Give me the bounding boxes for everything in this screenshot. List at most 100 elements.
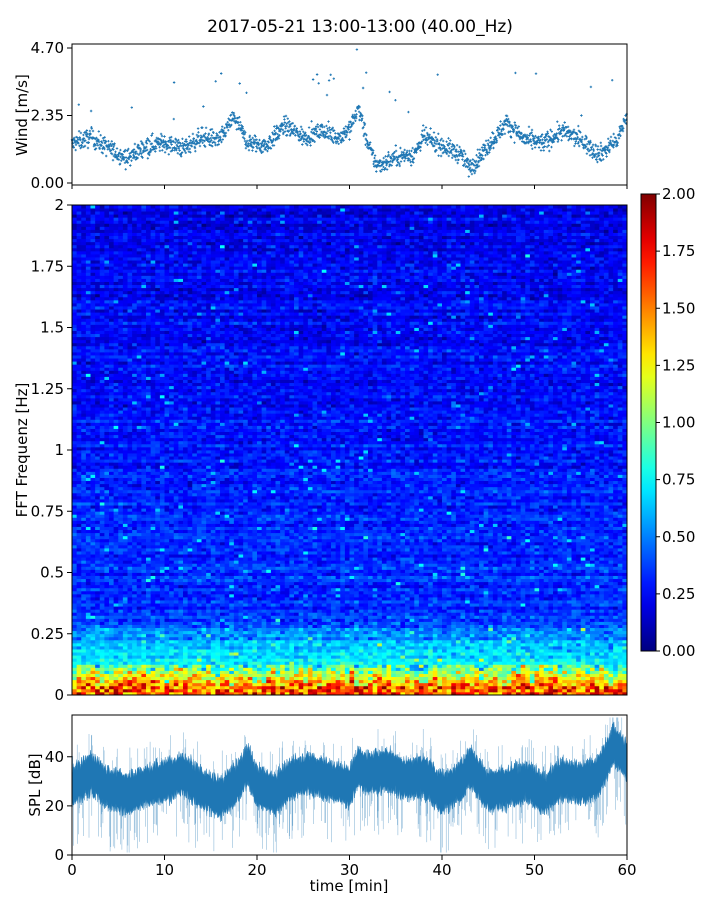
spectrogram-cell <box>303 579 308 582</box>
spectrogram-cell <box>474 643 479 646</box>
spectrogram-cell <box>262 591 267 594</box>
spectrogram-cell <box>174 569 179 572</box>
spectrogram-cell <box>525 588 530 591</box>
spectrogram-cell <box>451 582 456 585</box>
spectrogram-cell <box>326 582 331 585</box>
spectrogram-cell <box>447 582 452 585</box>
spectrogram-cell <box>354 686 359 689</box>
spectrogram-cell <box>229 566 234 569</box>
spectrogram-cell <box>424 594 429 597</box>
spectrogram-cell <box>137 622 142 625</box>
spectrogram-cell <box>424 573 429 576</box>
spectrogram-cell <box>493 612 498 615</box>
spectrogram-cell <box>414 661 419 664</box>
spectrogram-cell <box>132 640 137 643</box>
spectrogram-cell <box>461 667 466 670</box>
spectrogram-cell <box>350 625 355 628</box>
spectrogram-cell <box>197 591 202 594</box>
spectrogram-cell <box>239 603 244 606</box>
spectrogram-cell <box>414 612 419 615</box>
spectrogram-cell <box>488 649 493 652</box>
spectrogram-cell <box>262 615 267 618</box>
spectrogram-cell <box>151 566 156 569</box>
spectrogram-cell <box>257 661 262 664</box>
spectrogram-cell <box>558 640 563 643</box>
spectrogram-cell <box>433 569 438 572</box>
spectrogram-cell <box>95 606 100 609</box>
spectrogram-cell <box>613 573 618 576</box>
spectrogram-cell <box>271 628 276 631</box>
spectrogram-cell <box>141 594 146 597</box>
spectrogram-cell <box>609 671 614 674</box>
spectrogram-cell <box>289 671 294 674</box>
spectrogram-cell <box>465 643 470 646</box>
spectrogram-cell <box>544 674 549 677</box>
spectrogram-cell <box>585 597 590 600</box>
spectrogram-cell <box>313 594 318 597</box>
spectrogram-cell <box>470 671 475 674</box>
spectrogram-cell <box>95 671 100 674</box>
spectrogram-cell <box>215 661 220 664</box>
spectrogram-cell <box>77 594 82 597</box>
spectrogram-cell <box>442 579 447 582</box>
spectrogram-cell <box>289 603 294 606</box>
spectrogram-cell <box>539 652 544 655</box>
spectrogram-cell <box>558 661 563 664</box>
spectrogram-cell <box>525 686 530 689</box>
spectrogram-cell <box>114 631 119 634</box>
spectrogram-cell <box>498 588 503 591</box>
spectrogram-cell <box>599 671 604 674</box>
spectrogram-cell <box>511 658 516 661</box>
spectrogram-cell <box>581 615 586 618</box>
spectrogram-cell <box>165 674 170 677</box>
spectrogram-cell <box>109 579 114 582</box>
spectrogram-cell <box>405 661 410 664</box>
spectrogram-cell <box>428 603 433 606</box>
spectrogram-cell <box>243 686 248 689</box>
spectrogram-cell <box>502 671 507 674</box>
spectrogram-cell <box>405 652 410 655</box>
spectrogram-cell <box>368 667 373 670</box>
spectrogram-cell <box>308 683 313 686</box>
spectrogram-cell <box>169 646 174 649</box>
spectrogram-cell <box>229 634 234 637</box>
spectrogram-cell <box>77 585 82 588</box>
spectrogram-cell <box>609 674 614 677</box>
spectrogram-cell <box>229 576 234 579</box>
spectrogram-cell <box>308 661 313 664</box>
spectrogram-cell <box>262 677 267 680</box>
spectrogram-cell <box>86 594 91 597</box>
spectrogram-cell <box>317 643 322 646</box>
spectrogram-cell <box>354 640 359 643</box>
spectrogram-cell <box>322 628 327 631</box>
spectrogram-cell <box>340 671 345 674</box>
spectrogram-cell <box>470 600 475 603</box>
spectrogram-cell <box>493 680 498 683</box>
spectrogram-cell <box>155 689 160 692</box>
spectrogram-cell <box>340 603 345 606</box>
spectrogram-cell <box>109 640 114 643</box>
spectrogram-cell <box>599 606 604 609</box>
spectrogram-cell <box>470 658 475 661</box>
spectrogram-cell <box>562 683 567 686</box>
spectrogram-cell <box>202 585 207 588</box>
spectrogram-cell <box>248 591 253 594</box>
spectrogram-cell <box>100 609 105 612</box>
spectrogram-cell <box>331 625 336 628</box>
spectrogram-cell <box>511 609 516 612</box>
spectrogram-cell <box>414 652 419 655</box>
spectrogram-cell <box>359 677 364 680</box>
spectrogram-cell <box>498 591 503 594</box>
spectrogram-cell <box>215 655 220 658</box>
spectrogram-cell <box>599 588 604 591</box>
spectrogram-cell <box>447 661 452 664</box>
spectrogram-cell <box>585 582 590 585</box>
spectrogram-cell <box>252 609 257 612</box>
spectrogram-cell <box>567 612 572 615</box>
spectrogram-cell <box>303 646 308 649</box>
spectrogram-cell <box>581 686 586 689</box>
spectrogram-cell <box>326 683 331 686</box>
spectrogram-cell <box>350 594 355 597</box>
spectrogram-cell <box>317 622 322 625</box>
spectrogram-cell <box>322 640 327 643</box>
